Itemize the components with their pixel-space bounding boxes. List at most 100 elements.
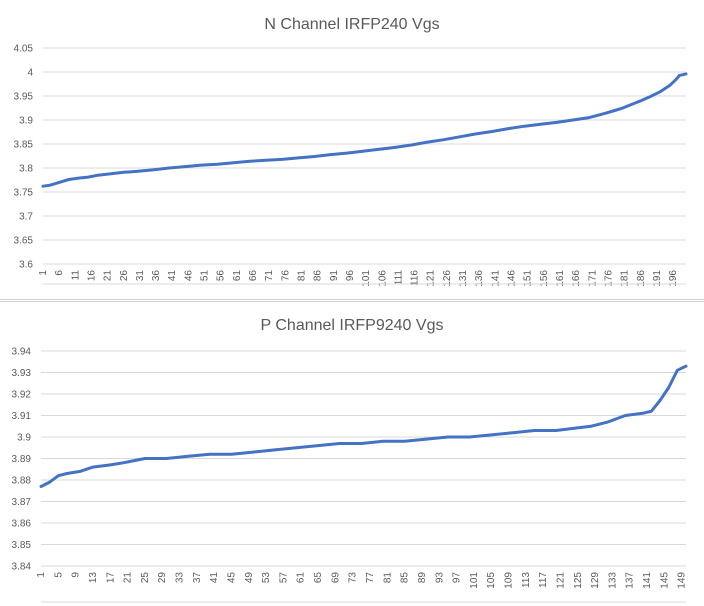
x-tick-label: 81 bbox=[296, 270, 307, 282]
x-tick-label: 156 bbox=[539, 270, 550, 287]
y-tick-label: 3.89 bbox=[12, 454, 32, 465]
x-tick-label: 111 bbox=[393, 270, 404, 286]
x-tick-label: 171 bbox=[587, 270, 598, 287]
x-tick-label: 133 bbox=[607, 572, 618, 589]
chart-p-channel-svg: P Channel IRFP9240 Vgs 3.84 3.85 3.86 3.87 3.… bbox=[12, 317, 688, 603]
y-tick-label: 3.65 bbox=[14, 236, 34, 247]
x-tick-label: 29 bbox=[157, 572, 168, 584]
x-tick-label: 17 bbox=[105, 572, 116, 584]
y-tick-label: 3.8 bbox=[19, 164, 33, 175]
x-tick-label: 191 bbox=[652, 270, 663, 287]
y-tick-label: 3.84 bbox=[12, 562, 32, 573]
y-tick-label: 3.9 bbox=[17, 433, 31, 444]
x-tick-label: 151 bbox=[523, 270, 534, 287]
y-tick-label: 3.93 bbox=[12, 368, 32, 379]
y-tick-label: 3.7 bbox=[19, 212, 33, 223]
x-tick-label: 51 bbox=[200, 270, 211, 282]
x-tick-label: 31 bbox=[135, 270, 146, 282]
chart-n-channel-svg: N Channel IRFP240 Vgs 3.6 3.65 3.7 3.75 3.8 3.… bbox=[14, 16, 688, 287]
series-line bbox=[39, 364, 688, 488]
x-tick-label: 25 bbox=[140, 572, 151, 584]
x-tick-label: 1 bbox=[36, 572, 47, 578]
x-tick-label: 91 bbox=[329, 270, 340, 282]
x-tick-label: 101 bbox=[469, 572, 480, 589]
x-tick-label: 66 bbox=[248, 270, 259, 282]
x-tick-label: 41 bbox=[209, 572, 220, 584]
x-tick-label: 65 bbox=[313, 572, 324, 584]
x-tick-label: 149 bbox=[677, 572, 688, 589]
y-tick-label: 3.86 bbox=[12, 519, 32, 530]
x-tick-label: 33 bbox=[175, 572, 186, 584]
series-line bbox=[41, 72, 688, 188]
x-tick-label: 146 bbox=[507, 270, 518, 287]
x-tick-label: 105 bbox=[486, 572, 497, 589]
x-tick-label: 141 bbox=[642, 572, 653, 589]
x-tick-label: 61 bbox=[232, 270, 243, 282]
y-tick-label: 3.92 bbox=[12, 390, 32, 401]
x-tick-label: 126 bbox=[442, 270, 453, 287]
x-tick-label: 21 bbox=[123, 572, 134, 584]
x-tick-label: 136 bbox=[474, 270, 485, 287]
x-tick-label: 89 bbox=[417, 572, 428, 584]
x-tick-label: 37 bbox=[192, 572, 203, 584]
x-tick-label: 186 bbox=[636, 270, 647, 287]
y-tick-label: 4 bbox=[27, 68, 33, 79]
y-tick-label: 3.91 bbox=[12, 411, 32, 422]
x-tick-label: 129 bbox=[590, 572, 601, 589]
chart-n-channel: N Channel IRFP240 Vgs 3.6 3.65 3.7 3.75 3.8 3.… bbox=[0, 0, 704, 300]
x-tick-label: 97 bbox=[452, 572, 463, 584]
x-tick-label: 5 bbox=[53, 572, 64, 578]
y-tick-label: 3.95 bbox=[14, 92, 34, 103]
x-tick-label: 176 bbox=[603, 270, 614, 287]
x-tick-label: 181 bbox=[620, 270, 631, 287]
x-tick-label: 56 bbox=[216, 270, 227, 282]
x-tick-label: 131 bbox=[458, 270, 469, 287]
x-tick-label: 76 bbox=[280, 270, 291, 282]
x-tick-label: 93 bbox=[434, 572, 445, 584]
x-tick-label: 109 bbox=[504, 572, 515, 589]
x-tick-label: 11 bbox=[70, 270, 81, 281]
x-tick-label: 53 bbox=[261, 572, 272, 584]
x-tick-label: 16 bbox=[86, 270, 97, 282]
chart-title: N Channel IRFP240 Vgs bbox=[264, 16, 439, 33]
y-tick-label: 3.88 bbox=[12, 476, 32, 487]
x-tick-label: 141 bbox=[490, 270, 501, 287]
x-tick-label: 121 bbox=[555, 572, 566, 589]
y-tick-label: 3.87 bbox=[12, 497, 32, 508]
x-tick-label: 101 bbox=[361, 270, 372, 287]
x-tick-label: 117 bbox=[538, 572, 549, 588]
x-tick-label: 73 bbox=[348, 572, 359, 584]
x-tick-label: 69 bbox=[330, 572, 341, 584]
x-tick-label: 36 bbox=[151, 270, 162, 282]
x-tick-label: 137 bbox=[625, 572, 636, 589]
x-tick-label: 26 bbox=[119, 270, 130, 282]
x-tick-label: 13 bbox=[88, 572, 99, 584]
x-tick-label: 21 bbox=[103, 270, 114, 282]
x-tick-label: 166 bbox=[571, 270, 582, 287]
chart-p-channel: P Channel IRFP9240 Vgs 3.84 3.85 3.86 3.87 3.… bbox=[0, 301, 704, 605]
x-tick-label: 121 bbox=[426, 270, 437, 287]
x-tick-label: 161 bbox=[555, 270, 566, 287]
x-tick-label: 81 bbox=[382, 572, 393, 584]
y-tick-label: 3.75 bbox=[14, 188, 34, 199]
chart-title: P Channel IRFP9240 Vgs bbox=[261, 317, 444, 334]
x-tick-label: 57 bbox=[278, 572, 289, 584]
x-tick-label: 41 bbox=[167, 270, 178, 282]
x-tick-label: 86 bbox=[313, 270, 324, 282]
x-tick-label: 96 bbox=[345, 270, 356, 282]
y-tick-label: 3.85 bbox=[12, 540, 32, 551]
x-tick-label: 196 bbox=[668, 270, 679, 287]
x-tick-label: 46 bbox=[183, 270, 194, 282]
y-tick-label: 3.94 bbox=[12, 347, 32, 358]
x-tick-label: 106 bbox=[377, 270, 388, 287]
x-tick-label: 145 bbox=[659, 572, 670, 589]
x-tick-label: 61 bbox=[296, 572, 307, 584]
x-tick-label: 113 bbox=[521, 572, 532, 588]
x-tick-label: 71 bbox=[264, 270, 275, 282]
y-tick-label: 3.9 bbox=[19, 116, 33, 127]
x-tick-label: 77 bbox=[365, 572, 376, 584]
x-tick-label: 9 bbox=[71, 572, 82, 578]
x-tick-label: 125 bbox=[573, 572, 584, 589]
x-tick-label: 116 bbox=[410, 270, 421, 286]
x-tick-label: 49 bbox=[244, 572, 255, 584]
